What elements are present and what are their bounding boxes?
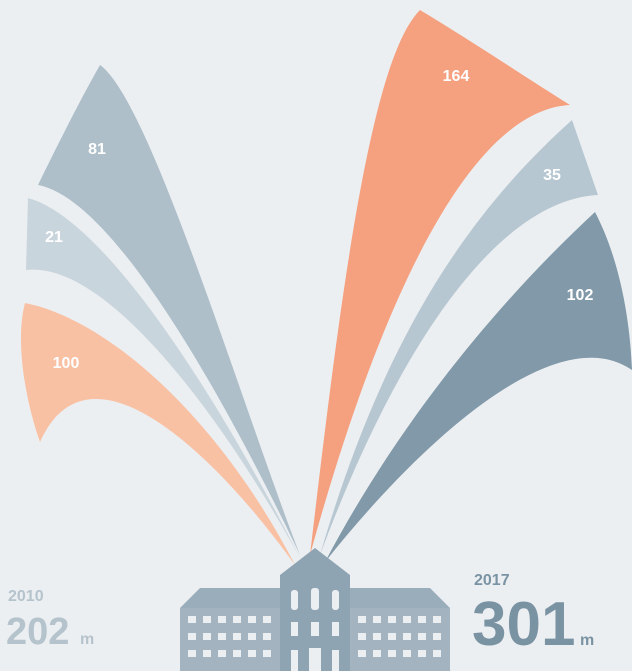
total: 202	[6, 611, 69, 653]
year: 2017	[474, 572, 510, 589]
fan-label: 21	[45, 229, 63, 246]
total: 301	[472, 590, 575, 659]
infographic: 81 21 100 164 35 102 2010 202 m 2017 301…	[0, 0, 632, 671]
fan-label: 81	[88, 141, 106, 158]
fan-label: 164	[443, 68, 470, 85]
unit: m	[580, 632, 594, 649]
page: 81 21 100 164 35 102 2010 202 m 2017 301…	[0, 0, 632, 671]
fan-label: 102	[567, 287, 594, 304]
unit: m	[80, 631, 94, 648]
fan-label: 35	[543, 167, 561, 184]
year: 2010	[8, 588, 44, 605]
fan-label: 100	[53, 355, 80, 372]
